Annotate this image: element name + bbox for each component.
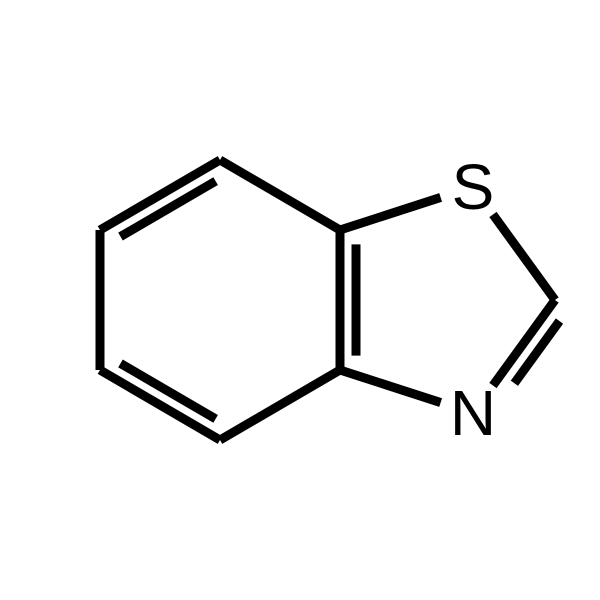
bond-line	[220, 160, 340, 230]
bond-line	[340, 370, 441, 403]
molecule-diagram: SN	[0, 0, 600, 600]
bond-line	[493, 215, 555, 300]
bond-line	[100, 370, 220, 440]
atom-label-s: S	[452, 151, 495, 223]
atom-label-n: N	[450, 377, 496, 449]
bond-line	[100, 160, 220, 230]
bond-line	[220, 370, 340, 440]
bond-line	[340, 197, 441, 230]
